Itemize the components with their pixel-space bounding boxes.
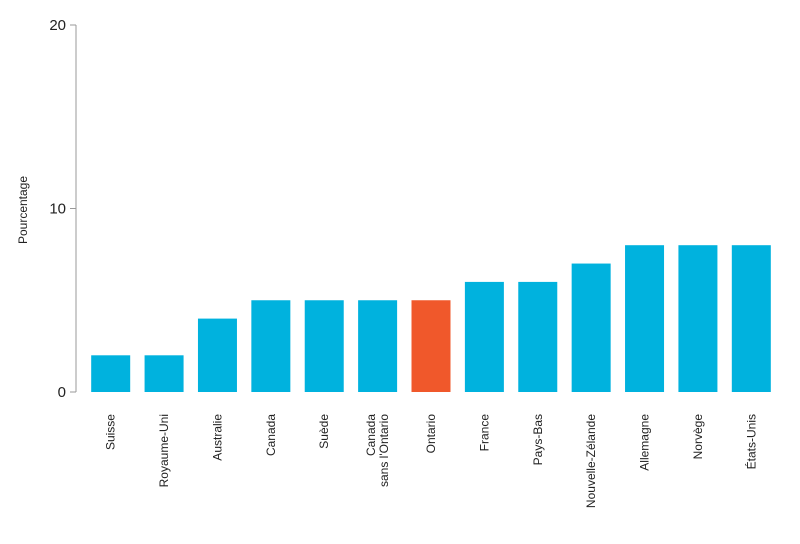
bars <box>91 245 771 392</box>
bar <box>358 300 398 392</box>
y-axis-label: Pourcentage <box>16 176 30 244</box>
x-axis-labels: Suisse Royaume-Uni Australie Canada Suède Can… <box>104 414 759 508</box>
bar <box>91 355 131 392</box>
category-label: Ontario <box>424 414 438 454</box>
x-tick-label: Pays-Bas <box>531 414 545 465</box>
category-label: Suède <box>317 414 331 449</box>
y-tick-label: 20 <box>49 17 66 34</box>
bar <box>464 281 504 392</box>
category-label: Pays-Bas <box>531 414 545 465</box>
bar <box>518 281 558 392</box>
bar <box>251 300 291 392</box>
category-label: Australie <box>210 414 224 461</box>
x-tick-label: Ontario <box>424 414 438 454</box>
category-label: Nouvelle-Zélande <box>584 414 598 508</box>
x-tick-label: Allemagne <box>638 414 652 471</box>
category-label: Norvège <box>691 414 705 460</box>
category-label: Canada <box>264 414 278 456</box>
x-tick-label: Suède <box>317 414 331 449</box>
x-tick-label: Canada <box>264 414 278 456</box>
category-label: États-Unis <box>743 414 758 469</box>
y-tick-label: 0 <box>58 384 66 401</box>
category-label: Royaume-Uni <box>157 414 171 487</box>
y-tick-label: 10 <box>49 201 66 218</box>
x-tick-label: France <box>477 414 491 452</box>
x-tick-label: États-Unis <box>743 414 758 469</box>
bar <box>678 245 718 392</box>
category-label: Allemagne <box>638 414 652 471</box>
bar <box>625 245 665 392</box>
x-tick-label: Norvège <box>691 414 705 460</box>
bar <box>197 318 237 392</box>
category-label: France <box>477 414 491 452</box>
y-axis: 0 10 20 <box>49 17 77 401</box>
x-tick-label: Canada sans l'Ontario <box>364 414 391 487</box>
bar <box>411 300 451 392</box>
bar <box>571 263 611 392</box>
bar <box>304 300 344 392</box>
x-tick-label: Royaume-Uni <box>157 414 171 487</box>
category-label: sans l'Ontario <box>377 414 391 487</box>
bar <box>144 355 184 392</box>
category-label: Suisse <box>104 414 118 450</box>
x-tick-label: Suisse <box>104 414 118 450</box>
bar <box>731 245 771 392</box>
x-tick-label: Nouvelle-Zélande <box>584 414 598 508</box>
category-label: Canada <box>364 414 378 456</box>
x-tick-label: Australie <box>210 414 224 461</box>
